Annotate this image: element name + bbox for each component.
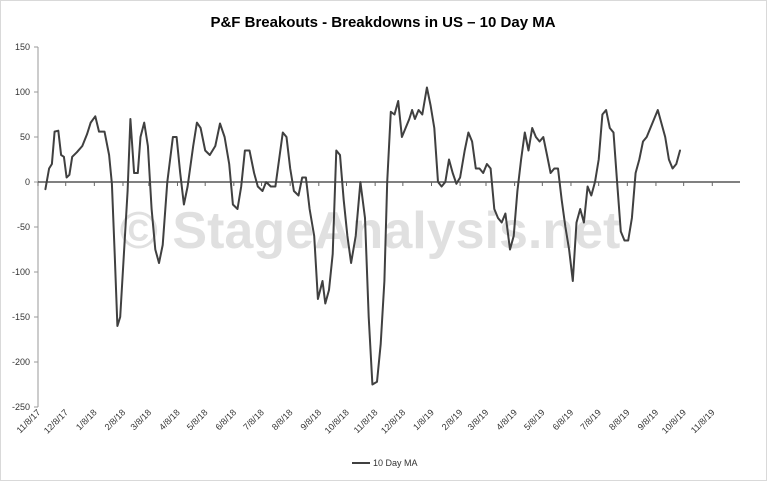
y-tick-label: -200 (12, 357, 30, 367)
x-tick-label: 10/8/19 (660, 407, 688, 435)
x-tick-label: 1/8/18 (74, 407, 99, 432)
y-tick-label: 0 (25, 177, 30, 187)
x-tick-label: 11/8/19 (689, 407, 717, 435)
y-tick-label: 150 (15, 42, 30, 52)
x-tick-label: 4/8/19 (494, 407, 519, 432)
x-tick-label: 12/8/18 (379, 407, 407, 435)
y-tick-label: -100 (12, 267, 30, 277)
x-tick-label: 7/8/19 (578, 407, 603, 432)
x-tick-label: 9/8/18 (298, 407, 323, 432)
x-tick-label: 6/8/19 (551, 407, 576, 432)
x-tick-label: 3/8/18 (128, 407, 153, 432)
x-tick-label: 9/8/19 (636, 407, 661, 432)
x-tick-label: 8/8/19 (607, 407, 632, 432)
x-tick-label: 11/8/18 (352, 407, 380, 435)
watermark-text: © StageAnalysis.net (120, 202, 621, 260)
x-tick-label: 7/8/18 (241, 407, 266, 432)
x-tick-label: 5/8/18 (185, 407, 210, 432)
legend: 10 Day MA (352, 458, 418, 468)
y-tick-label: 50 (20, 132, 30, 142)
x-tick-label: 3/8/19 (466, 407, 491, 432)
y-axis-ticks: 150 100 50 0 -50 -100 -150 -200 -250 (12, 42, 38, 412)
x-tick-label: 6/8/18 (213, 407, 238, 432)
legend-label: 10 Day MA (373, 458, 418, 468)
y-tick-label: 100 (15, 87, 30, 97)
x-tick-label: 2/8/18 (103, 407, 128, 432)
x-tick-label: 12/8/17 (42, 407, 70, 435)
x-tick-label: 1/8/19 (411, 407, 436, 432)
x-tick-label: 10/8/18 (323, 407, 351, 435)
x-tick-label: 4/8/18 (157, 407, 182, 432)
y-tick-label: -250 (12, 402, 30, 412)
x-tick-label: 8/8/18 (270, 407, 295, 432)
chart-title: P&F Breakouts - Breakdowns in US – 10 Da… (210, 14, 555, 31)
y-tick-label: -50 (17, 222, 30, 232)
x-tick-label: 5/8/19 (522, 407, 547, 432)
y-tick-label: -150 (12, 312, 30, 322)
x-tick-label: 2/8/19 (440, 407, 465, 432)
series-line-10-day-ma (44, 86, 681, 386)
